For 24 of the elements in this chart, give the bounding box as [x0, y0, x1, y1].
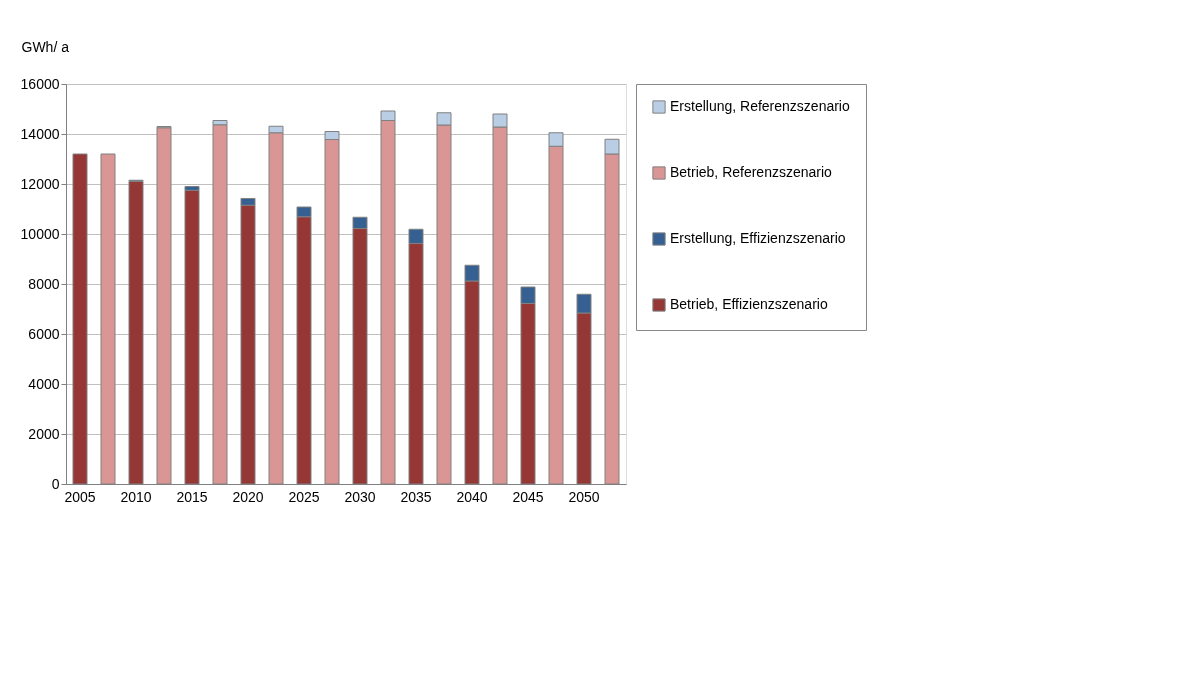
- legend-label: Erstellung, Referenzszenario: [670, 98, 850, 114]
- x-tick-label: 2010: [120, 488, 152, 505]
- y-tick-label: 14000: [20, 125, 60, 142]
- y-tick-label: 16000: [20, 75, 60, 92]
- y-tick-label: 12000: [20, 175, 60, 192]
- x-tick-label: 2030: [344, 488, 376, 505]
- x-tick-label: 2025: [288, 488, 320, 505]
- y-tick-label: 6000: [28, 325, 60, 342]
- y-tick-label: 4000: [28, 375, 60, 392]
- y-tick-label: 0: [51, 475, 60, 492]
- legend-label: Erstellung, Effizienzszenario: [670, 230, 846, 246]
- y-tick-label: 8000: [28, 275, 60, 292]
- y-tick-label: 2000: [28, 425, 60, 442]
- y-axis-title: GWh/ a: [21, 38, 70, 55]
- x-tick-label: 2045: [512, 488, 544, 505]
- x-tick-label: 2040: [456, 488, 488, 505]
- legend-label: Betrieb, Effizienzszenario: [670, 296, 828, 312]
- x-tick-label: 2035: [400, 488, 432, 505]
- x-tick-label: 2005: [64, 488, 96, 505]
- y-tick-label: 10000: [20, 225, 60, 242]
- x-tick-label: 2050: [568, 488, 600, 505]
- x-tick-label: 2020: [232, 488, 264, 505]
- legend-label: Betrieb, Referenzszenario: [670, 164, 833, 180]
- x-tick-label: 2015: [176, 488, 208, 505]
